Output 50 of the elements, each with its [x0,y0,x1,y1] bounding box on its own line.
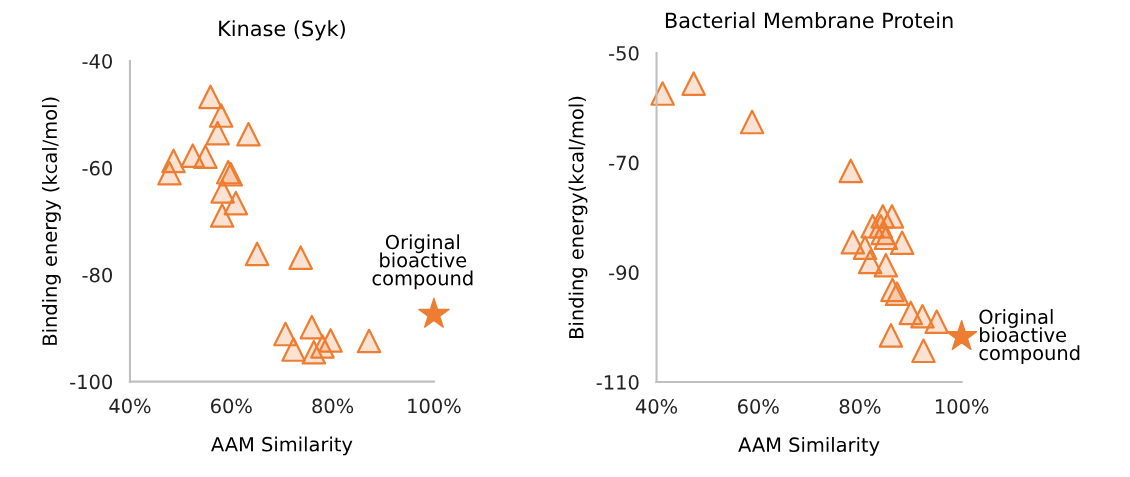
point [873,252,899,278]
x-tick-label: 60% [737,399,779,414]
point [911,338,936,364]
y-tick-label: -40 [82,54,112,69]
point [208,103,234,128]
x-tick-label: 100% [935,399,989,414]
point [838,158,864,184]
x-tick-label: 40% [635,399,678,414]
point [924,309,950,335]
point [945,320,978,351]
x-axis-title: AAM Similarity [738,437,880,456]
point [210,179,235,204]
point [198,84,223,110]
point [236,121,261,147]
point [281,337,306,362]
point [418,297,450,328]
y-tick-label: -60 [82,160,112,176]
y-tick-label: -110 [596,375,639,390]
point [223,190,249,216]
point [157,160,182,186]
annotation: Original bioactive compound [372,234,473,290]
y-tick-label: -50 [609,45,639,61]
point [193,144,218,169]
point [884,281,910,307]
chart-title: Kinase (Syk) [219,20,345,41]
point [356,328,382,354]
y-axis-title: Binding energy (kcal/mol) [42,97,61,345]
y-axis-title: Binding energy(kcal/mol) [568,96,588,338]
point [288,245,313,270]
annotation: Original bioactive compound [979,309,1080,365]
x-tick-label: 80% [839,399,881,414]
point [205,120,230,146]
x-tick-label: 60% [211,398,252,414]
point [301,339,327,365]
chart-title: Bacterial Membrane Protein [665,12,953,29]
point [878,323,904,348]
point [244,241,270,267]
x-axis-title: AAM Similarity [211,436,353,456]
point [209,203,235,228]
point [739,109,765,135]
point [299,314,325,340]
y-tick-label: -90 [609,265,639,281]
y-tick-label: -70 [609,155,639,171]
x-tick-label: 80% [312,398,354,414]
point [889,230,915,256]
x-tick-label: 100% [408,398,461,414]
y-tick-label: -80 [82,267,112,283]
y-tick-label: -100 [70,374,112,390]
x-tick-label: 40% [109,398,151,414]
point [681,71,706,96]
